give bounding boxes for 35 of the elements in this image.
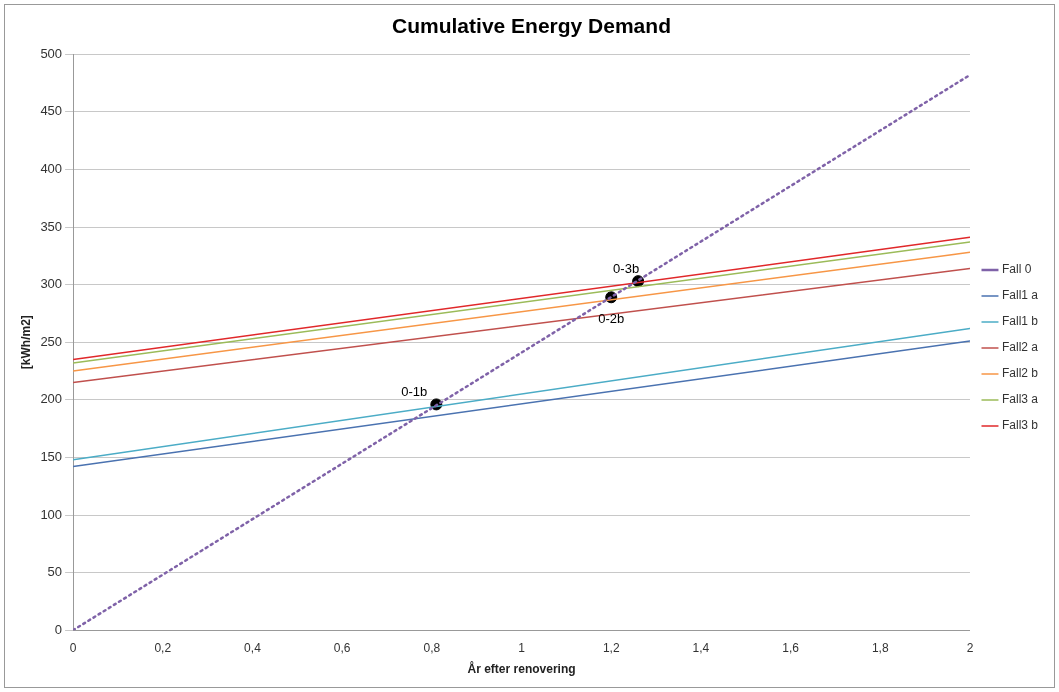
x-tick-label: 1,4 bbox=[692, 640, 710, 655]
annotation: 0-1b bbox=[401, 383, 428, 399]
legend-label: Fall1 b bbox=[1001, 314, 1039, 329]
y-tick-label: 200 bbox=[40, 391, 63, 407]
y-tick-label: 100 bbox=[40, 506, 63, 522]
legend-label: Fall 0 bbox=[1001, 262, 1032, 277]
chart-title: Cumulative Energy Demand bbox=[392, 14, 671, 38]
legend-label: Fall2 a bbox=[1001, 340, 1039, 355]
x-tick-label: 0,6 bbox=[333, 640, 351, 655]
y-tick-label: 500 bbox=[40, 45, 63, 61]
annotation: 0-2b bbox=[598, 310, 625, 326]
y-tick-label: 0 bbox=[54, 621, 63, 637]
y-tick-label: 50 bbox=[47, 564, 63, 580]
x-tick-label: 1 bbox=[518, 640, 526, 655]
y-tick-label: 450 bbox=[40, 103, 63, 119]
x-tick-label: 0,4 bbox=[244, 640, 262, 655]
x-tick-label: 1,6 bbox=[782, 640, 800, 655]
y-tick-label: 150 bbox=[40, 448, 63, 464]
x-tick-label: 2 bbox=[966, 640, 974, 655]
annotation: 0-3b bbox=[613, 260, 640, 276]
y-tick-label: 350 bbox=[40, 218, 63, 234]
x-tick-label: 1,2 bbox=[602, 640, 620, 655]
legend-label: Fall1 a bbox=[1001, 288, 1039, 303]
y-tick-label: 400 bbox=[40, 160, 63, 176]
x-axis-title: År efter renovering bbox=[467, 661, 576, 677]
x-tick-label: 0,8 bbox=[423, 640, 441, 655]
x-tick-label: 0,2 bbox=[154, 640, 172, 655]
y-tick-label: 300 bbox=[40, 276, 63, 292]
legend-label: Fall3 b bbox=[1001, 418, 1039, 433]
y-axis-title: [kWh/m2] bbox=[18, 315, 33, 370]
y-tick-label: 250 bbox=[40, 333, 63, 349]
x-tick-label: 0 bbox=[69, 640, 77, 655]
legend-label: Fall2 b bbox=[1001, 366, 1039, 381]
x-tick-label: 1,8 bbox=[871, 640, 889, 655]
legend-label: Fall3 a bbox=[1001, 392, 1039, 407]
